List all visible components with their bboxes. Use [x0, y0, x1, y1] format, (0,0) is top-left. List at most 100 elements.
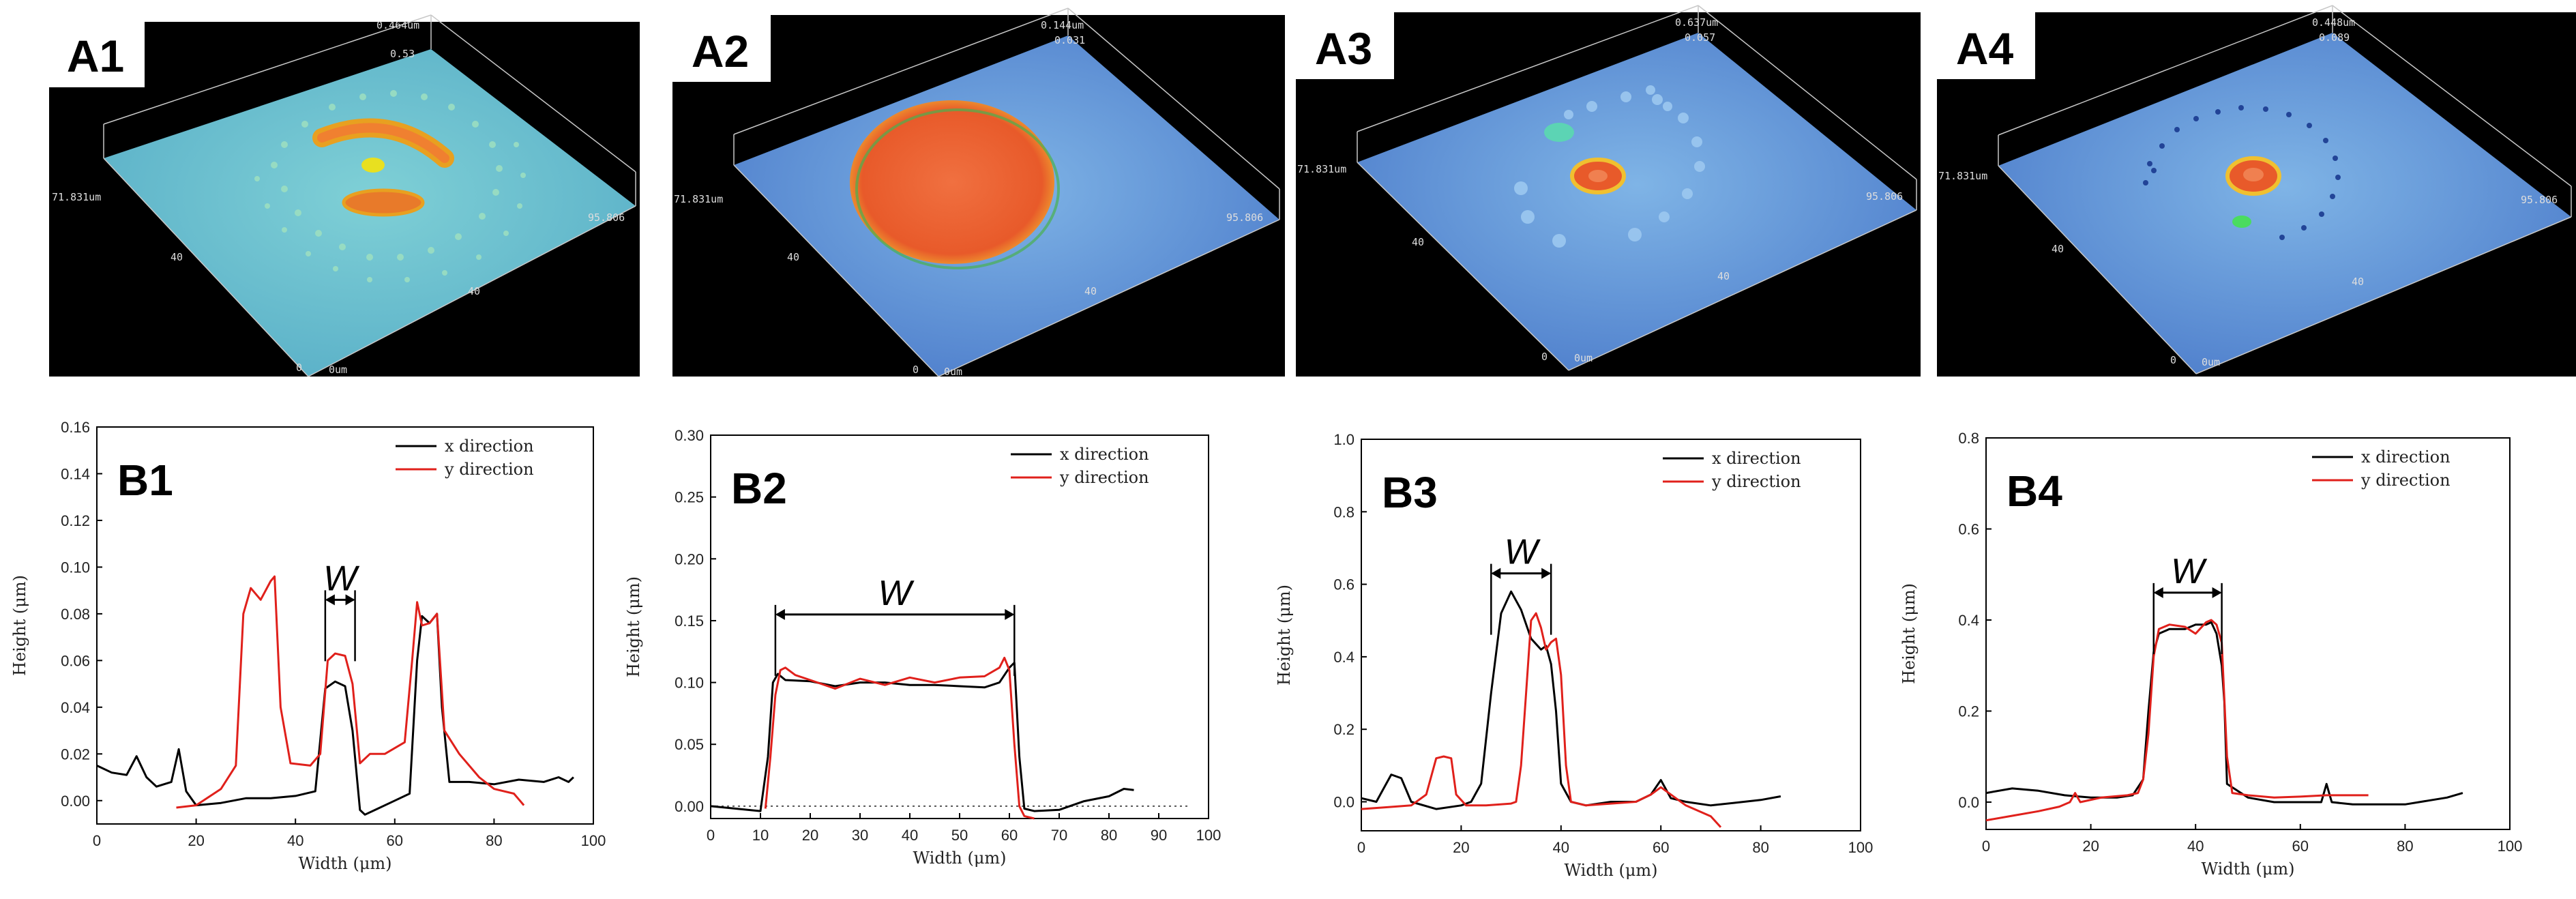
x-tick-label: 20: [2082, 838, 2099, 855]
y-tick-label: 0.4: [1333, 649, 1354, 666]
x-tick-label: 60: [387, 832, 403, 849]
panel-a1-x-extent: 95.806: [588, 211, 625, 224]
panel-a2-z-top: 0.144um: [1041, 19, 1084, 31]
panel-label: B2: [731, 464, 787, 513]
series-x-direction-line: [96, 613, 574, 816]
x-tick-label: 0: [93, 832, 101, 849]
panel-a1-tick-x-40: 40: [468, 285, 480, 297]
panel-a4-y-extent: 71.831um: [1938, 170, 1987, 182]
legend-label: y direction: [444, 460, 534, 479]
legend-label: x direction: [2361, 447, 2451, 467]
x-tick-label: 60: [2292, 838, 2309, 855]
y-axis-label: Height (μm): [1899, 583, 1919, 684]
panel-a4-lower-dot: [2232, 216, 2251, 228]
x-tick-label: 80: [1101, 827, 1117, 844]
x-tick-label: 30: [852, 827, 868, 844]
panel-a2-tick-x-40: 40: [1084, 285, 1097, 297]
panel-a1-bar-feature: [342, 188, 425, 217]
width-marker-label: W: [1505, 533, 1541, 572]
panel-a1-z-mid: 0.53: [390, 48, 415, 60]
y-tick-label: 0.14: [61, 465, 90, 482]
series-y-direction-line: [1985, 619, 2369, 822]
y-tick-label: 0.25: [675, 489, 704, 506]
x-tick-label: 0: [1982, 838, 1990, 855]
x-tick-label: 80: [1752, 839, 1768, 856]
x-tick-label: 60: [1001, 827, 1018, 844]
legend: x direction y direction: [1011, 445, 1149, 487]
y-tick-label: 0.15: [675, 613, 704, 630]
panel-label: B3: [1382, 468, 1438, 517]
chart-b2: 0 10 20 30 40 50 60 70 80 90 100 0.00 0.05 0.10 0.15 0.…: [624, 427, 1221, 868]
width-marker: W: [2152, 552, 2223, 654]
panel-a2-tick-y-0: 0: [913, 364, 919, 376]
x-tick-label: 100: [1196, 827, 1222, 844]
y-tick-label: 0.2: [1958, 703, 1979, 720]
panel-a3-surface: [1357, 33, 1916, 370]
x-tick-label: 0: [707, 827, 715, 844]
panel-a1: A1 0.464um 0.53 71.831um 95.806 40 40 0 …: [49, 14, 640, 377]
panel-a4-tick-y-40: 40: [2052, 243, 2064, 255]
panel-a2: A2 0.144um 0.031 71.831um 95.806 40 40 0…: [672, 8, 1285, 378]
width-marker-label: W: [2171, 552, 2208, 591]
panel-a4-label: A4: [1956, 23, 2014, 74]
series-x-direction-line: [1361, 590, 1781, 810]
x-tick-label: 20: [188, 832, 204, 849]
y-tick-label: 0.00: [61, 793, 90, 810]
panel-a4-z-top: 0.448um: [2312, 16, 2355, 29]
y-tick-label: 0.20: [675, 550, 704, 568]
x-tick-label: 100: [2498, 838, 2523, 855]
x-tick-label: 20: [1453, 839, 1469, 856]
panel-a3-z-mid: 0.057: [1685, 31, 1715, 44]
series-y-direction-line: [764, 656, 1035, 820]
panel-a4-tick-x-40: 40: [2352, 276, 2364, 288]
panel-a1-tick-y-0: 0: [296, 362, 302, 374]
panel-a1-label: A1: [67, 31, 124, 81]
panel-a3-y-extent: 71.831um: [1297, 163, 1346, 175]
y-tick-label: 0.30: [675, 427, 704, 444]
legend: x direction y direction: [396, 437, 534, 479]
panel-a2-origin: 0um: [944, 366, 962, 378]
y-tick-label: 0.06: [61, 652, 90, 669]
x-axis-label: Width (μm): [1564, 861, 1657, 880]
y-tick-label: 0.4: [1958, 612, 1979, 629]
plot-frame: [96, 426, 594, 825]
x-axis-label: Width (μm): [298, 854, 391, 873]
panel-label: B4: [2007, 467, 2062, 516]
y-tick-label: 1.0: [1333, 431, 1354, 448]
legend-label: y direction: [2360, 471, 2451, 490]
panel-a1-z-top: 0.464um: [376, 19, 419, 31]
x-tick-label: 90: [1151, 827, 1167, 844]
y-tick-label: 0.02: [61, 746, 90, 763]
series-x-direction-line: [710, 662, 1134, 812]
panel-a3-origin: 0um: [1574, 352, 1593, 364]
legend: x direction y direction: [1663, 449, 1801, 491]
y-tick-label: 0.08: [61, 606, 90, 623]
panel-a3-x-extent: 95.806: [1866, 190, 1903, 203]
panel-a1-origin: 0um: [329, 364, 347, 376]
width-marker: W: [323, 559, 360, 662]
panel-a2-z-mid: 0.031: [1054, 34, 1085, 46]
chart-row: 0 20 40 60 80 1000.000.020.040.060.080.100.12…: [10, 419, 2522, 880]
y-tick-label: 0.2: [1333, 721, 1354, 738]
x-axis-label: Width (μm): [913, 849, 1006, 868]
x-tick-label: 50: [951, 827, 968, 844]
x-tick-label: 100: [1848, 839, 1874, 856]
legend-label: x direction: [1060, 445, 1149, 464]
y-axis-label: Height (μm): [1275, 585, 1294, 686]
x-tick-label: 80: [2397, 838, 2413, 855]
plot-frame: [1361, 439, 1861, 831]
x-tick-label: 20: [802, 827, 818, 844]
y-tick-label: 0.05: [675, 736, 704, 753]
panel-a4-origin: 0um: [2202, 356, 2220, 368]
chart-b4: 0 20 40 60 80 100 0.0 0.2 0.4 0.6 0.8 W B4 x directio…: [1899, 430, 2522, 879]
y-tick-label: 0.00: [675, 798, 704, 815]
y-tick-label: 0.8: [1958, 430, 1979, 447]
y-tick-label: 0.6: [1333, 576, 1354, 593]
x-tick-label: 70: [1051, 827, 1067, 844]
y-tick-label: 0.6: [1958, 520, 1979, 537]
series-y-direction-line: [176, 575, 525, 809]
legend: x direction y direction: [2312, 447, 2451, 490]
x-tick-label: 60: [1653, 839, 1669, 856]
plot-frame: [1985, 437, 2511, 830]
panel-a2-y-extent: 71.831um: [674, 193, 723, 205]
